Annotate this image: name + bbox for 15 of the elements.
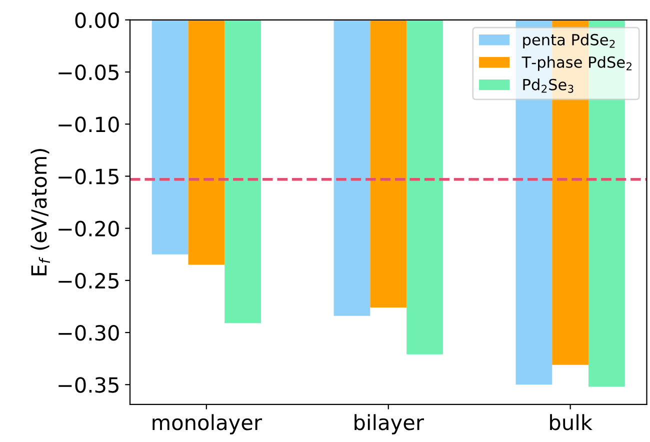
y-axis-title: E$_{f}$ (eV/atom): [30, 149, 50, 276]
y-tick-label: −0.35: [58, 377, 118, 393]
y-tick-label: −0.20: [58, 220, 119, 237]
y-tick-label: −0.15: [58, 168, 118, 184]
legend-label: penta PdSe$_{2}$: [523, 34, 615, 48]
y-tick-label: −0.30: [58, 324, 119, 341]
x-tick-label: monolayer: [152, 414, 262, 434]
y-tick-label: −0.05: [58, 64, 118, 80]
y-tick-label: 0.00: [75, 12, 119, 28]
legend-label: Pd$_{2}$Se$_{3}$: [523, 78, 574, 93]
y-tick-label: −0.25: [58, 272, 118, 289]
y-tick-label: −0.10: [58, 116, 119, 132]
legend-label: T-phase PdSe$_{2}$: [522, 56, 632, 71]
x-tick-label: bulk: [550, 414, 592, 430]
x-tick-label: bilayer: [354, 414, 424, 434]
